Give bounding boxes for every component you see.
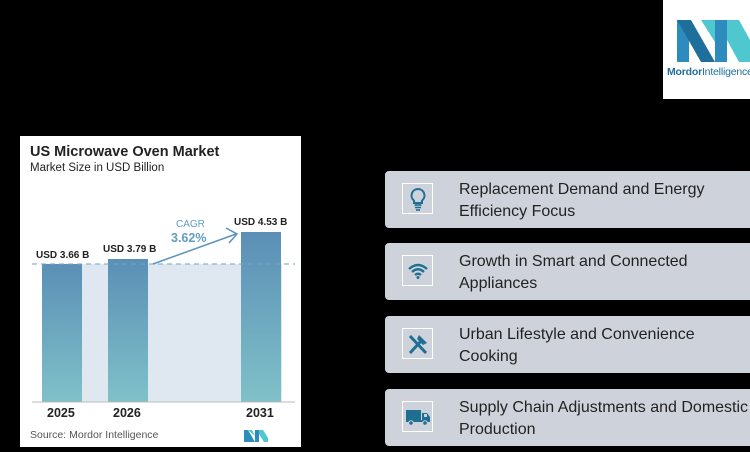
market-size-chart: US Microwave Oven Market Market Size in … [20, 136, 301, 447]
bar-2031 [241, 232, 281, 402]
bar-2026 [108, 259, 148, 402]
bar-value-label: USD 3.79 B [103, 244, 157, 255]
driver-card: Replacement Demand and Energy Efficiency… [385, 171, 750, 228]
mordor-logo-text: MordorIntelligence [667, 66, 750, 78]
cagr-label: CAGR [176, 219, 205, 230]
driver-text: Supply Chain Adjustments and Domestic Pr… [459, 399, 749, 438]
chart-title: US Microwave Oven Market [30, 144, 220, 160]
bar-chart-plot [32, 227, 295, 403]
mordor-logo-icon [677, 20, 750, 62]
bar-value-label: USD 4.53 B [234, 217, 288, 228]
bar-2025 [42, 264, 82, 402]
bar-value-label: USD 3.66 B [36, 250, 90, 261]
driver-text: Replacement Demand and Energy Efficiency… [459, 181, 705, 220]
truck-icon [402, 401, 433, 432]
cagr-arrow [152, 233, 237, 265]
driver-card: Supply Chain Adjustments and Domestic Pr… [385, 389, 750, 446]
chart-subtitle: Market Size in USD Billion [30, 162, 165, 174]
x-tick-label: 2031 [246, 406, 274, 420]
driver-card: Growth in Smart and Connected Appliances [385, 243, 750, 300]
mordor-logo: MordorIntelligence [663, 0, 750, 99]
driver-card: Urban Lifestyle and Convenience Cooking [385, 316, 750, 373]
driver-text: Urban Lifestyle and Convenience Cooking [459, 326, 695, 365]
mordor-mini-logo-icon [244, 430, 268, 442]
x-tick-label: 2025 [47, 406, 75, 420]
cagr-value: 3.62% [171, 231, 207, 245]
fork-knife-icon [402, 328, 433, 359]
x-tick-label: 2026 [113, 406, 141, 420]
driver-text: Growth in Smart and Connected Appliances [459, 253, 688, 292]
chart-source: Source: Mordor Intelligence [30, 429, 159, 441]
wifi-icon [402, 255, 433, 286]
lightbulb-icon [402, 183, 433, 214]
